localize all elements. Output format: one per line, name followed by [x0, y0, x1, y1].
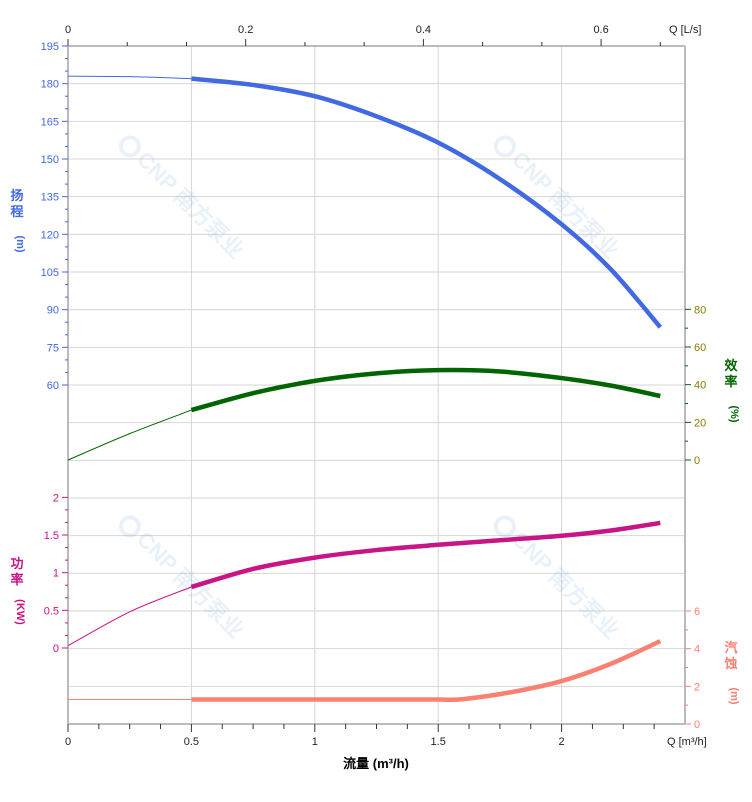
head-tick-label: 195: [41, 41, 59, 53]
head-axis-title: 扬: [10, 188, 23, 203]
watermark-text: CNP 南方泵业: [132, 526, 249, 643]
watermark-logo-icon: [118, 515, 141, 538]
power-curve-extrapolated: [67, 586, 192, 647]
watermark-logo-icon: [118, 135, 141, 158]
head-tick-label: 105: [41, 267, 59, 279]
npsh-axis-title: 汽: [724, 640, 737, 655]
x-tick-label: 1.5: [431, 736, 446, 748]
head-tick-label: 165: [41, 116, 59, 128]
head-tick-label: 150: [41, 154, 59, 166]
x2-unit-label: Q [L/s]: [669, 24, 701, 36]
x2-tick-label: 0.4: [416, 24, 431, 36]
efficiency-tick-label: 20: [694, 417, 706, 429]
x2-tick-label: 0: [65, 24, 71, 36]
power-tick-label: 2: [53, 492, 59, 504]
efficiency-tick-label: 60: [694, 342, 706, 354]
watermark-text: CNP 南方泵业: [132, 146, 249, 263]
power-curve: [190, 520, 661, 590]
power-axis-unit: (KW): [14, 599, 26, 625]
axes: 0 0.5 1 1.5 2 Q [m³/h] 流量 (m³/h) 0 0.2 0.4 0.6 Q [L…: [10, 24, 740, 771]
power-tick-label: 0: [53, 643, 59, 655]
x-axis-title: 流量 (m³/h): [343, 756, 409, 771]
power-tick-label: 1.5: [44, 530, 59, 542]
npsh-tick-label: 0: [694, 719, 700, 731]
power-tick-label: 1: [53, 568, 59, 580]
npsh-tick-label: 4: [694, 644, 700, 656]
efficiency-curve-extrapolated: [67, 409, 192, 461]
head-tick-label: 60: [47, 380, 59, 392]
x-tick-label: 1: [312, 736, 318, 748]
efficiency-axis-title: 率: [724, 374, 737, 389]
head-tick-label: 90: [47, 305, 59, 317]
x-tick-label: 0.5: [184, 736, 199, 748]
head-axis-title: 程: [10, 204, 23, 219]
efficiency-tick-label: 40: [694, 380, 706, 392]
efficiency-axis-unit: (%): [728, 405, 740, 422]
x-unit-label: Q [m³/h]: [667, 736, 707, 748]
efficiency-curve: [190, 367, 661, 413]
head-tick-label: 180: [41, 79, 59, 91]
power-axis-title: 功: [10, 556, 23, 571]
watermark-text: CNP 南方泵业: [507, 146, 624, 263]
npsh-tick-label: 2: [694, 681, 700, 693]
npsh-axis-unit: (m): [728, 687, 740, 704]
series: [67, 75, 663, 703]
efficiency-tick-label: 80: [694, 304, 706, 316]
power-axis-title: 率: [10, 572, 23, 587]
npsh-tick-label: 6: [694, 606, 700, 618]
efficiency-tick-label: 0: [694, 455, 700, 467]
x2-tick-label: 0.6: [593, 24, 608, 36]
efficiency-axis-title: 效: [724, 358, 738, 373]
watermark-text: CNP 南方泵业: [507, 526, 624, 643]
head-tick-label: 75: [47, 342, 59, 354]
head-curve: [191, 76, 663, 329]
watermarks: CNP 南方泵业 CNP 南方泵业 CNP 南方泵业 CNP 南方泵业: [118, 135, 624, 643]
head-curve-extrapolated: [67, 75, 192, 80]
head-axis-unit: (m): [14, 235, 26, 252]
head-tick-label: 120: [41, 229, 59, 241]
npsh-curve: [191, 639, 662, 703]
head-tick-label: 135: [41, 192, 59, 204]
x-tick-label: 0: [65, 736, 71, 748]
x2-tick-label: 0.2: [238, 24, 253, 36]
watermark-logo-icon: [493, 135, 516, 158]
power-tick-label: 0.5: [44, 605, 59, 617]
x-tick-label: 2: [559, 736, 565, 748]
watermark-logo-icon: [493, 515, 516, 538]
npsh-axis-title: 蚀: [723, 656, 737, 671]
